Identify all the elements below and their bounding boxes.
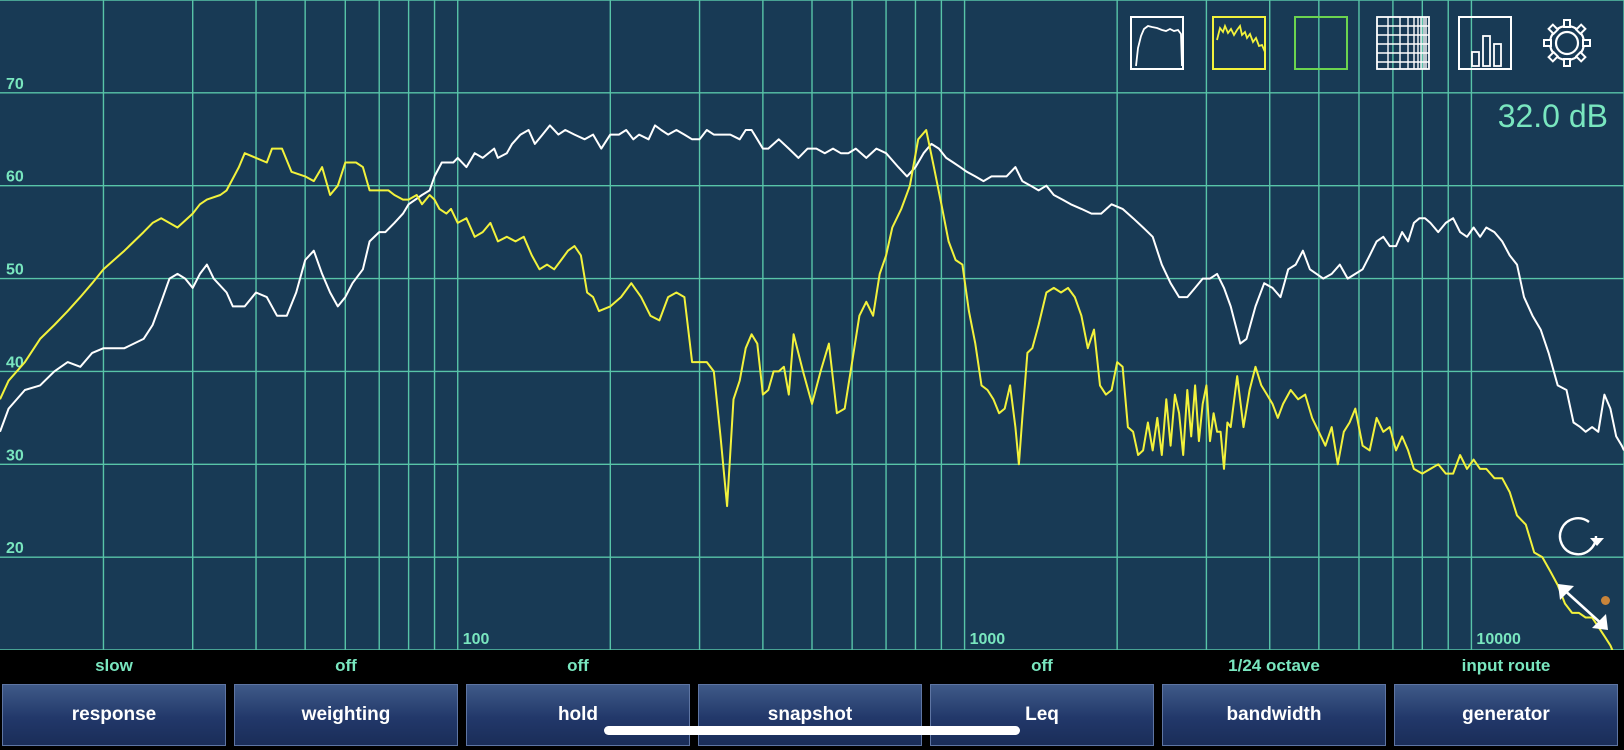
resize-button[interactable] — [1556, 582, 1610, 632]
x-tick-label: 10000 — [1476, 631, 1521, 648]
gear-tooth — [1563, 58, 1571, 67]
generator-control: input route generator — [1392, 650, 1620, 750]
green-trace-button[interactable] — [1294, 16, 1348, 70]
x-tick-label: 100 — [463, 631, 490, 648]
bandwidth-value: 1/24 octave — [1228, 656, 1320, 675]
gear-tooth — [1547, 50, 1560, 63]
gear-tooth — [1563, 19, 1571, 28]
gear-tooth — [1582, 39, 1591, 47]
refresh-icon — [1558, 517, 1604, 556]
y-tick-label: 50 — [6, 262, 24, 279]
snapshot-control: snapshot — [696, 650, 924, 750]
y-tick-label: 40 — [6, 354, 24, 371]
response-curve-icon — [1135, 25, 1183, 67]
gear-tooth — [1547, 23, 1560, 36]
leq-value: off — [1031, 656, 1053, 675]
hold-value: off — [567, 656, 589, 675]
bar-chart-button[interactable] — [1458, 16, 1512, 70]
bandwidth-button[interactable]: bandwidth — [1162, 684, 1386, 746]
hold-button[interactable]: hold — [466, 684, 690, 746]
response-control: slow response — [0, 650, 228, 750]
control-bar: slow response off weighting off hold sna… — [0, 650, 1624, 750]
y-tick-label: 20 — [6, 540, 24, 557]
gear-tooth — [1543, 39, 1552, 47]
snapshot-button[interactable]: snapshot — [698, 684, 922, 746]
reset-button[interactable] — [1556, 512, 1608, 560]
response-button[interactable]: response — [2, 684, 226, 746]
leq-button[interactable]: Leq — [930, 684, 1154, 746]
bandwidth-control: 1/24 octave bandwidth — [1160, 650, 1388, 750]
weighting-value: off — [335, 656, 357, 675]
yellow-trace-icon — [1216, 23, 1266, 53]
y-tick-label: 70 — [6, 76, 24, 93]
grid-icon — [1376, 16, 1430, 70]
white-spectrum-trace — [0, 124, 1624, 451]
gear-icon — [1543, 19, 1591, 67]
spectrum-chart: 20 30 40 50 60 70 100 1000 10000 — [0, 0, 1624, 650]
grid-button[interactable] — [1376, 16, 1430, 70]
view-toolbar — [1130, 16, 1594, 70]
settings-button[interactable] — [1540, 16, 1594, 70]
yellow-trace-button[interactable] — [1212, 16, 1266, 70]
y-tick-label: 30 — [6, 447, 24, 464]
y-tick-label: 60 — [6, 169, 24, 186]
expand-arrows-icon — [1558, 584, 1608, 630]
generator-value: input route — [1461, 656, 1551, 675]
response-view-button[interactable] — [1130, 16, 1184, 70]
hold-control: off hold — [464, 650, 692, 750]
level-readout: 32.0 dB — [1497, 98, 1608, 134]
spectrum-plot[interactable]: 20 30 40 50 60 70 100 1000 10000 — [0, 0, 1624, 650]
home-indicator[interactable] — [604, 726, 1020, 735]
bar-chart-icon — [1471, 35, 1502, 67]
gear-tooth — [1574, 50, 1587, 63]
weighting-control: off weighting — [232, 650, 460, 750]
gear-tooth — [1574, 23, 1587, 36]
status-dot — [1601, 596, 1610, 605]
generator-button[interactable]: generator — [1394, 684, 1618, 746]
yellow-spectrum-trace — [0, 129, 1614, 650]
weighting-button[interactable]: weighting — [234, 684, 458, 746]
x-tick-label: 1000 — [970, 631, 1006, 648]
leq-control: off Leq — [928, 650, 1156, 750]
response-value: slow — [95, 656, 133, 675]
green-trace-icon — [1296, 18, 1350, 72]
